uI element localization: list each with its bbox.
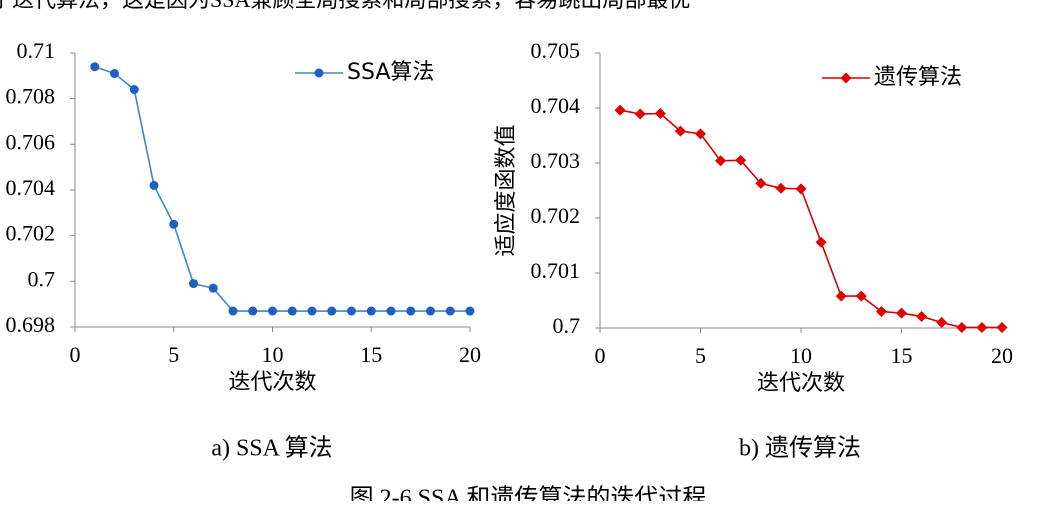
marker xyxy=(956,321,968,333)
marker xyxy=(129,85,139,95)
subfigure-caption: b) 遗传算法 xyxy=(739,435,861,462)
x-tick-label: 5 xyxy=(695,343,706,368)
marker xyxy=(875,306,887,317)
marker xyxy=(840,72,852,84)
y-tick-label: 0.698 xyxy=(6,312,56,337)
marker xyxy=(110,69,119,79)
marker xyxy=(755,177,767,189)
y-tick-label: 0.704 xyxy=(6,175,56,200)
marker xyxy=(208,283,218,293)
x-tick-label: 10 xyxy=(790,343,812,368)
marker xyxy=(775,182,787,194)
marker xyxy=(936,317,948,328)
x-axis-title: 迭代次数 xyxy=(757,370,845,395)
marker xyxy=(695,128,706,140)
body-text: 于迭代算法，这是因为SSA兼顾全局搜索和局部搜索，容易跳出局部最优 xyxy=(0,0,690,12)
marker xyxy=(386,306,396,316)
marker xyxy=(327,306,337,316)
marker xyxy=(248,306,258,316)
marker xyxy=(189,279,198,289)
marker xyxy=(169,219,179,229)
marker xyxy=(976,321,988,333)
marker xyxy=(465,306,475,316)
x-axis-title: 迭代次数 xyxy=(228,369,316,394)
marker xyxy=(228,306,238,316)
y-tick-label: 0.704 xyxy=(531,93,581,118)
marker xyxy=(835,290,847,302)
x-tick-label: 15 xyxy=(360,342,382,367)
marker xyxy=(445,306,455,316)
marker xyxy=(426,306,435,316)
marker xyxy=(855,290,867,302)
y-tick-label: 0.706 xyxy=(6,129,56,154)
y-tick-label: 0.701 xyxy=(531,258,581,283)
marker xyxy=(735,154,747,166)
marker xyxy=(366,306,376,316)
y-tick-label: 0.7 xyxy=(553,313,581,338)
marker xyxy=(996,321,1008,333)
marker xyxy=(287,306,297,316)
series-line xyxy=(94,65,470,312)
marker xyxy=(674,125,686,137)
marker xyxy=(634,108,646,120)
x-tick-label: 0 xyxy=(70,342,81,367)
marker xyxy=(90,62,100,72)
legend-label: 遗传算法 xyxy=(874,65,962,90)
y-axis-title: 适应度函数值 xyxy=(493,124,518,256)
marker xyxy=(314,68,324,78)
marker xyxy=(654,108,666,119)
marker xyxy=(795,183,807,195)
y-tick-label: 0.7 xyxy=(28,266,56,291)
x-tick-label: 5 xyxy=(168,342,179,367)
marker xyxy=(916,310,928,322)
marker xyxy=(307,306,317,316)
y-tick-label: 0.702 xyxy=(531,203,581,228)
marker xyxy=(614,104,626,116)
x-tick-label: 0 xyxy=(595,343,606,368)
x-tick-label: 10 xyxy=(262,342,284,367)
series-line xyxy=(619,109,1002,329)
marker xyxy=(268,306,277,316)
y-tick-label: 0.702 xyxy=(6,221,56,246)
x-tick-label: 20 xyxy=(991,343,1013,368)
marker xyxy=(149,180,159,190)
marker xyxy=(347,306,356,316)
y-tick-label: 0.705 xyxy=(531,38,581,63)
x-tick-label: 15 xyxy=(891,343,913,368)
subfigure-caption: a) SSA 算法 xyxy=(211,435,332,462)
marker xyxy=(815,236,827,248)
figure-caption: 图 2-6 SSA 和遗传算法的迭代过程 xyxy=(350,485,707,502)
y-tick-label: 0.703 xyxy=(531,148,581,173)
legend-label: SSA算法 xyxy=(347,60,434,85)
marker xyxy=(896,307,907,319)
marker xyxy=(715,155,727,167)
marker xyxy=(406,306,416,316)
x-tick-label: 20 xyxy=(459,342,481,367)
y-tick-label: 0.71 xyxy=(17,38,56,63)
y-tick-label: 0.708 xyxy=(6,84,56,109)
